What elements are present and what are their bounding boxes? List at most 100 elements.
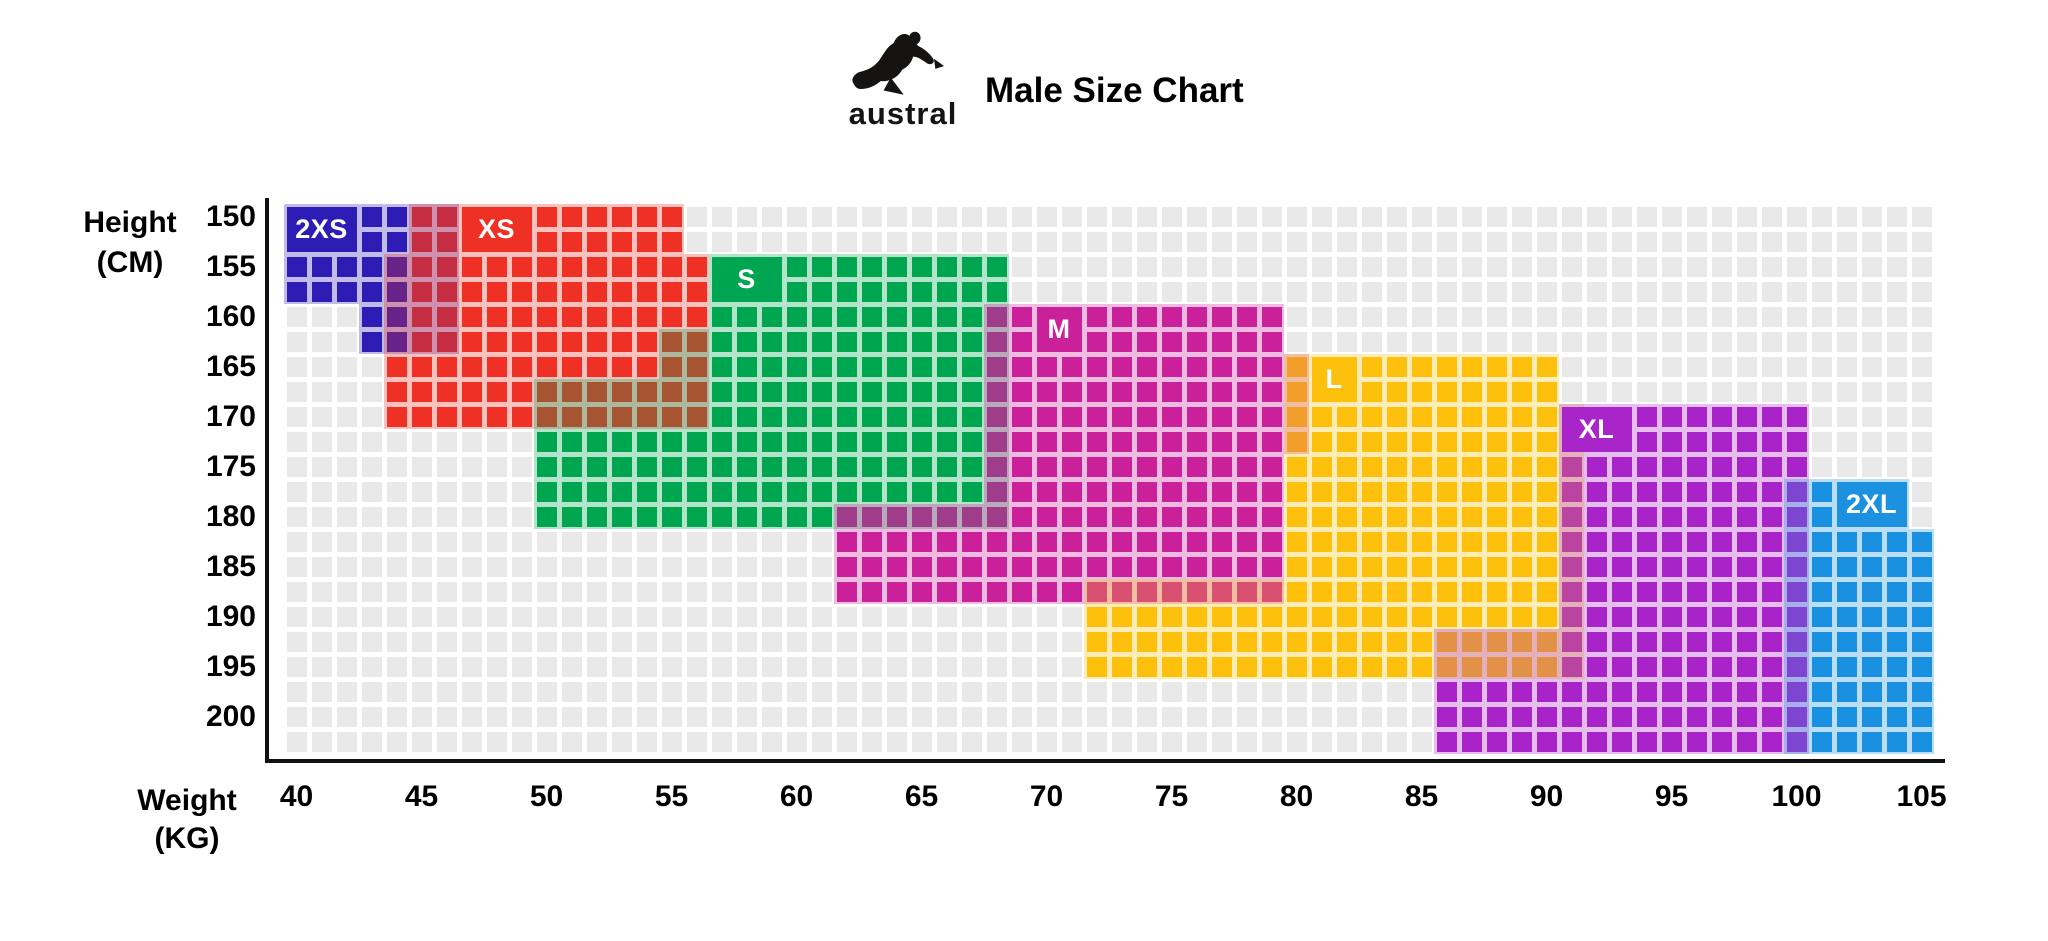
grid-cell <box>711 306 732 327</box>
grid-cell <box>1886 431 1907 452</box>
grid-cell <box>1736 556 1757 577</box>
grid-cell <box>586 231 607 252</box>
grid-cell <box>661 431 682 452</box>
y-axis-title-line1: Height <box>83 206 177 239</box>
grid-cell <box>311 481 332 502</box>
grid-cell <box>411 606 432 627</box>
grid-cell <box>1536 706 1557 727</box>
grid-cell <box>436 456 457 477</box>
grid-cell <box>1536 256 1557 277</box>
grid-cell <box>1086 631 1107 652</box>
grid-cell <box>1911 231 1932 252</box>
grid-cell <box>936 706 957 727</box>
grid-cell <box>1311 431 1332 452</box>
grid-cell <box>1611 381 1632 402</box>
grid-cell <box>1561 306 1582 327</box>
grid-cell <box>961 731 982 752</box>
grid-cell <box>361 206 382 227</box>
grid-cell <box>1686 506 1707 527</box>
grid-cell <box>361 256 382 277</box>
grid-cell <box>561 581 582 602</box>
grid-cell <box>1061 531 1082 552</box>
grid-cell <box>1736 281 1757 302</box>
grid-cell <box>761 306 782 327</box>
grid-cell <box>1711 531 1732 552</box>
grid-cell <box>1736 506 1757 527</box>
grid-cell <box>1511 281 1532 302</box>
grid-cell <box>1111 556 1132 577</box>
x-axis-title-line2: (KG) <box>154 822 220 855</box>
grid-cell <box>1161 581 1182 602</box>
grid-cell <box>1361 556 1382 577</box>
grid-cell <box>1111 356 1132 377</box>
xl-size-label: XL <box>1561 406 1632 452</box>
grid-cell <box>1561 281 1582 302</box>
grid-cell <box>1461 306 1482 327</box>
grid-cell <box>786 456 807 477</box>
grid-cell <box>411 356 432 377</box>
grid-cell <box>1186 606 1207 627</box>
grid-cell <box>1461 206 1482 227</box>
grid-cell <box>536 331 557 352</box>
grid-cell <box>1811 531 1832 552</box>
grid-cell <box>1636 331 1657 352</box>
grid-cell <box>1261 331 1282 352</box>
grid-cell <box>1586 606 1607 627</box>
grid-cell <box>961 431 982 452</box>
grid-cell <box>836 206 857 227</box>
grid-cell <box>736 431 757 452</box>
grid-cell <box>761 356 782 377</box>
grid-cell <box>1686 731 1707 752</box>
grid-cell <box>861 331 882 352</box>
grid-cell <box>1361 606 1382 627</box>
grid-cell <box>461 406 482 427</box>
grid-cell <box>986 306 1007 327</box>
grid-cell <box>361 481 382 502</box>
grid-cell <box>1836 706 1857 727</box>
grid-cell <box>686 506 707 527</box>
grid-cell <box>811 706 832 727</box>
grid-cell <box>661 356 682 377</box>
grid-cell <box>1111 481 1132 502</box>
grid-cell <box>1486 531 1507 552</box>
grid-cell <box>1786 481 1807 502</box>
grid-cell <box>1886 281 1907 302</box>
brand-logo <box>833 30 973 135</box>
grid-cell <box>1336 256 1357 277</box>
grid-cell <box>961 631 982 652</box>
grid-cell <box>561 481 582 502</box>
grid-cell <box>1736 606 1757 627</box>
grid-cell <box>1236 456 1257 477</box>
grid-cell <box>1811 706 1832 727</box>
grid-cell <box>786 431 807 452</box>
grid-cell <box>1736 706 1757 727</box>
grid-cell <box>911 706 932 727</box>
grid-cell <box>1161 656 1182 677</box>
grid-cell <box>386 381 407 402</box>
grid-cell <box>661 306 682 327</box>
grid-cell <box>386 606 407 627</box>
grid-cell <box>561 456 582 477</box>
grid-cell <box>1411 481 1432 502</box>
grid-cell <box>1061 206 1082 227</box>
grid-cell <box>1186 306 1207 327</box>
grid-cell <box>1286 456 1307 477</box>
grid-cell <box>836 356 857 377</box>
grid-cell <box>786 481 807 502</box>
grid-cell <box>1586 706 1607 727</box>
grid-cell <box>1261 256 1282 277</box>
grid-cell <box>1161 531 1182 552</box>
grid-cell <box>1061 256 1082 277</box>
grid-cell <box>1236 581 1257 602</box>
grid-cell <box>1636 531 1657 552</box>
grid-cell <box>1536 606 1557 627</box>
grid-cell <box>1436 631 1457 652</box>
grid-cell <box>1086 731 1107 752</box>
grid-cell <box>1136 231 1157 252</box>
grid-cell <box>1561 206 1582 227</box>
grid-cell <box>286 456 307 477</box>
grid-cell <box>661 706 682 727</box>
grid-cell <box>361 356 382 377</box>
grid-cell <box>286 381 307 402</box>
grid-cell <box>1011 356 1032 377</box>
